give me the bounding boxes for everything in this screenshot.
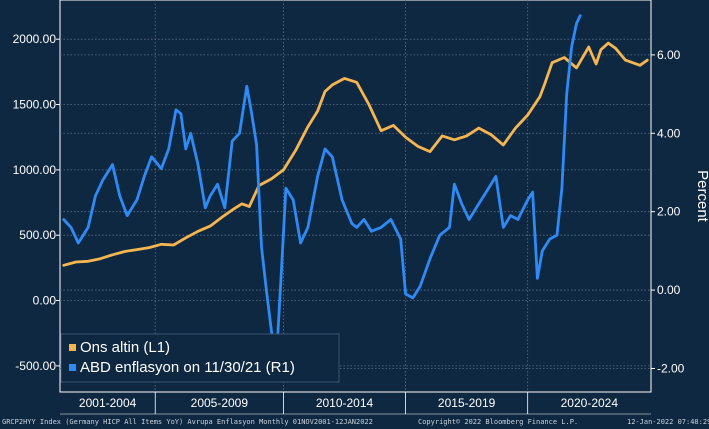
left-tick-label: 500.00 — [19, 228, 56, 242]
legend-swatch — [69, 364, 76, 371]
x-group-label: 2015-2019 — [438, 396, 496, 410]
legend-label: Ons altin (L1) — [80, 339, 170, 356]
left-axis-ticks: -500.00 0.00 500.00 1000.00 1500.00 2000.00 — [13, 32, 60, 373]
x-axis-year-groups: 2001-2004 2005-2009 2010-2014 2015-2019 2020… — [60, 391, 651, 415]
right-tick-label: 6.00 — [657, 48, 681, 62]
right-tick-label: -2.00 — [657, 361, 685, 375]
series-line-1 — [62, 41, 649, 267]
left-tick-label: 1000.00 — [13, 163, 57, 177]
series-lines — [62, 14, 649, 366]
legend: Ons altin (L1) ABD enflasyon on 11/30/21 … — [60, 333, 340, 383]
x-group-label: 2001-2004 — [79, 396, 137, 410]
left-tick-label: 0.00 — [33, 294, 57, 308]
legend-label: ABD enflasyon on 11/30/21 (R1) — [80, 359, 295, 376]
legend-swatch — [69, 344, 76, 351]
right-axis-ticks: -2.00 0.00 2.00 4.00 6.00 — [651, 48, 685, 375]
right-tick-label: 2.00 — [657, 205, 681, 219]
x-group-label: 2010-2014 — [316, 396, 374, 410]
left-tick-label: 2000.00 — [13, 32, 57, 46]
footer-copyright: Copyright© 2022 Bloomberg Finance L.P. — [418, 418, 579, 426]
right-tick-label: 4.00 — [657, 126, 681, 140]
legend-box — [60, 333, 340, 383]
series-line-2 — [62, 14, 582, 366]
left-tick-label: -500.00 — [15, 359, 56, 373]
footer-source: GRCP2HYY Index (Germany HICP All Items Y… — [2, 418, 373, 426]
x-group-label: 2005-2009 — [191, 396, 249, 410]
footer-timestamp: 12-Jan-2022 07:48:29 — [627, 418, 709, 426]
right-axis-label: Percent — [694, 170, 709, 223]
right-tick-label: 0.00 — [657, 283, 681, 297]
x-group-label: 2020-2024 — [561, 396, 619, 410]
gridlines — [60, 0, 651, 392]
footer-bar: GRCP2HYY Index (Germany HICP All Items Y… — [0, 415, 709, 429]
left-tick-label: 1500.00 — [13, 98, 57, 112]
